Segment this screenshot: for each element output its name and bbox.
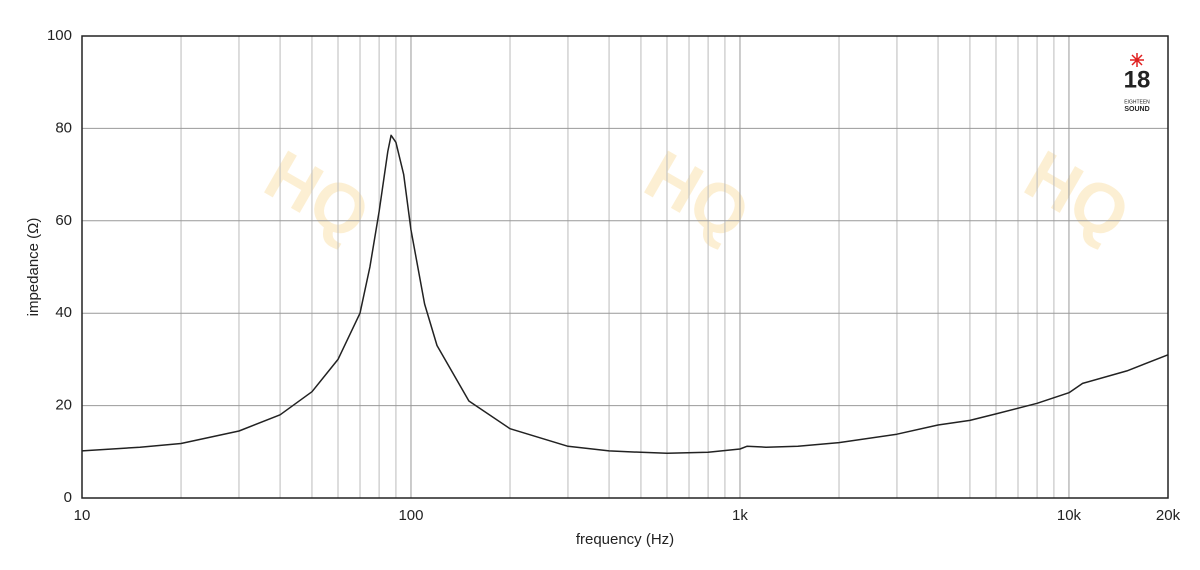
y-tick-label: 40 <box>55 304 72 321</box>
x-tick-label: 1k <box>732 507 748 524</box>
watermark: HQ HQ HQ <box>253 135 1143 255</box>
y-tick-label: 60 <box>55 212 72 229</box>
y-tick-label: 100 <box>47 27 72 44</box>
logo-text: EIGHTEEN <box>1124 99 1150 105</box>
svg-text:HQ: HQ <box>633 135 763 255</box>
x-tick-label: 10 <box>74 507 91 524</box>
svg-text:HQ: HQ <box>1013 135 1143 255</box>
svg-text:HQ: HQ <box>253 135 383 255</box>
x-tick-label: 20k <box>1156 507 1181 524</box>
logo-text: SOUND <box>1124 106 1149 113</box>
y-tick-label: 0 <box>64 489 72 506</box>
x-tick-label: 10k <box>1057 507 1082 524</box>
x-axis-label: frequency (Hz) <box>576 531 674 548</box>
y-tick-label: 20 <box>55 397 72 414</box>
y-tick-label: 80 <box>55 119 72 136</box>
logo: 18 EIGHTEEN SOUND <box>1124 53 1151 113</box>
logo-star <box>1130 53 1144 67</box>
plot-frame <box>81 35 1169 499</box>
logo-number: 18 <box>1124 66 1151 93</box>
impedance-line <box>81 134 1169 454</box>
x-tick-label: 100 <box>398 507 423 524</box>
y-axis-label: impedance (Ω) <box>25 218 42 317</box>
